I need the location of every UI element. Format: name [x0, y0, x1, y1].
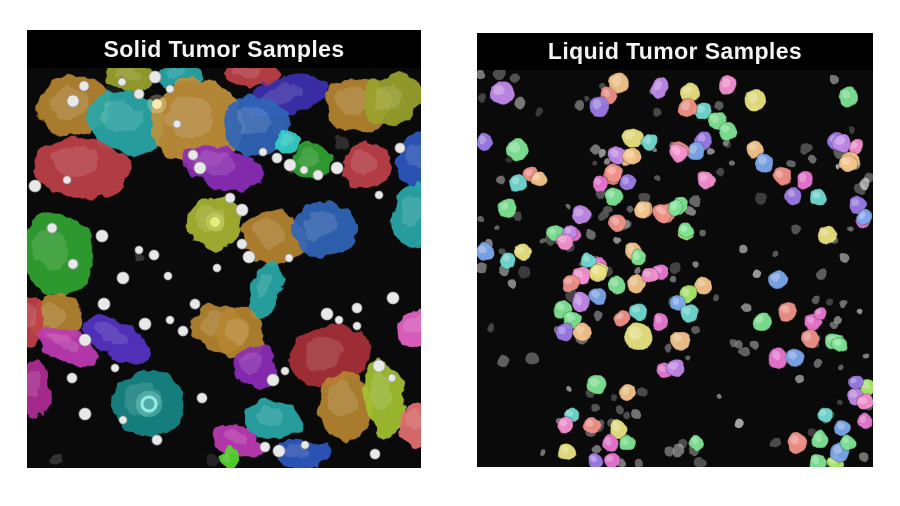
solid-tumor-microscopy-image [27, 68, 421, 468]
solid-tumor-panel: Solid Tumor Samples [27, 30, 421, 468]
solid-panel-title: Solid Tumor Samples [27, 30, 421, 68]
liquid-tumor-panel: Liquid Tumor Samples [477, 33, 873, 467]
liquid-panel-title: Liquid Tumor Samples [477, 33, 873, 70]
liquid-tumor-microscopy-image [477, 70, 873, 467]
